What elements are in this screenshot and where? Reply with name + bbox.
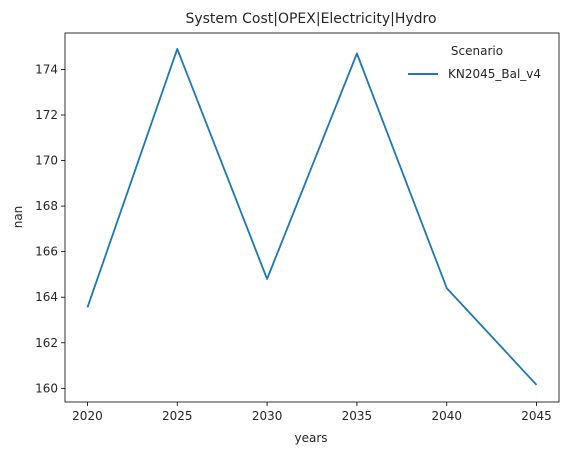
y-tick-label: 162 [35, 336, 58, 350]
series-line-0 [86, 48, 538, 386]
y-tick-label: 168 [35, 199, 58, 213]
series-layer [86, 48, 538, 386]
x-tick-label: 2020 [72, 409, 103, 423]
legend-title: Scenario [451, 44, 503, 58]
x-tick-label: 2025 [162, 409, 193, 423]
x-axis: 2020 2025 2030 2035 2040 2045 [72, 402, 552, 423]
x-tick-label: 2035 [342, 409, 373, 423]
plot-area [64, 32, 560, 403]
y-axis: 160 162 164 166 168 170 172 174 [35, 62, 65, 395]
y-tick-label: 166 [35, 245, 58, 259]
legend-label: KN2045_Bal_v4 [448, 67, 541, 81]
y-tick-label: 170 [35, 154, 58, 168]
x-tick-label: 2045 [521, 409, 552, 423]
y-tick-label: 172 [35, 108, 58, 122]
chart-title: System Cost|OPEX|Electricity|Hydro [185, 11, 436, 27]
x-axis-label: years [294, 431, 327, 445]
y-tick-label: 160 [35, 381, 58, 395]
y-axis-label: nan [11, 206, 25, 229]
legend: Scenario KN2045_Bal_v4 [408, 44, 541, 81]
x-tick-label: 2040 [431, 409, 462, 423]
y-tick-label: 164 [35, 290, 58, 304]
x-tick-label: 2030 [252, 409, 283, 423]
y-tick-label: 174 [35, 62, 58, 76]
